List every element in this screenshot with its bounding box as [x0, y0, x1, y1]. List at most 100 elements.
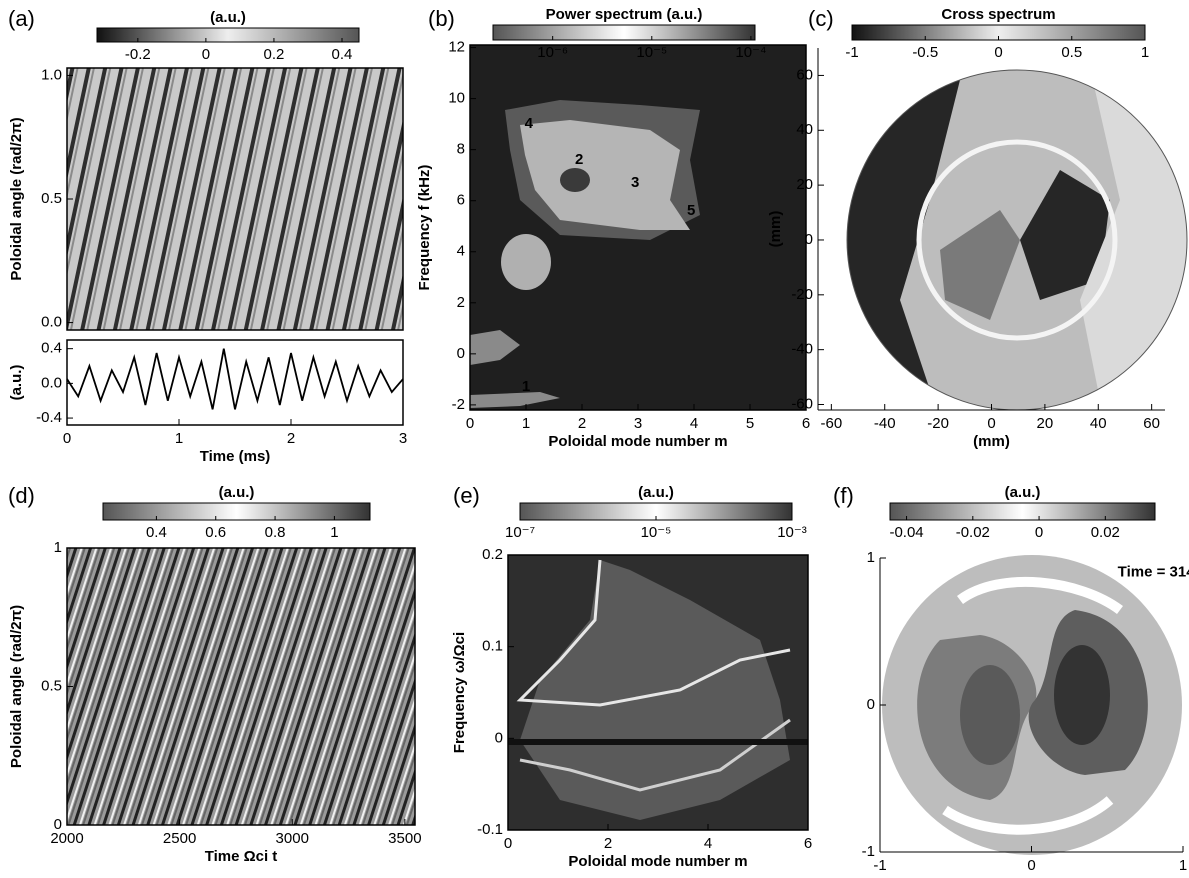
y-tick-label: 0: [867, 696, 875, 713]
colorbar-tick-label: 0.8: [265, 524, 286, 541]
y-tick-label: 20: [796, 176, 813, 193]
y-tick-label: -2: [452, 396, 465, 413]
colorbar-tick-label: 0.2: [264, 46, 285, 63]
colorbar-tick-label: -0.02: [956, 524, 990, 541]
y-tick-label: 1.0: [41, 66, 62, 83]
x-tick-label: 4: [704, 835, 712, 852]
colorbar-label: (a.u.): [638, 484, 674, 501]
colorbar-label: Cross spectrum: [941, 6, 1055, 23]
y-axis-label: Frequency ω/Ωci: [451, 632, 468, 753]
panel-label: (d): [8, 483, 35, 508]
x-tick-label: 40: [1090, 415, 1107, 432]
colorbar-tick-label: 1: [330, 524, 338, 541]
y-tick-label: 12: [448, 39, 465, 56]
y-tick-label: -0.4: [36, 409, 62, 426]
x-tick-label: 4: [690, 415, 698, 432]
colorbar-tick-label: 10⁻⁵: [641, 524, 672, 541]
colorbar-label: Power spectrum (a.u.): [546, 6, 703, 23]
annotation: 5: [687, 202, 695, 219]
x-axis-label: Time Ωci t: [205, 848, 278, 865]
ring: [916, 139, 1118, 341]
colorbar-tick-label: 10⁻⁴: [735, 44, 766, 61]
x-tick-label: 6: [804, 835, 812, 852]
x-axis-label: Time (ms): [200, 448, 271, 465]
panel-label: (b): [428, 6, 455, 31]
colorbar-tick-label: 10⁻³: [777, 524, 807, 541]
x-axis-label: Poloidal mode number m: [568, 853, 747, 870]
y-tick-label: 0.4: [41, 340, 62, 357]
streak: [519, 718, 791, 792]
colorbar: [102, 502, 371, 521]
blob: [501, 234, 551, 290]
x-tick-label: -20: [927, 415, 949, 432]
colorbar-label: (a.u.): [1005, 484, 1041, 501]
heatmap-e: [508, 555, 808, 830]
annotation: 4: [525, 115, 534, 132]
colorbar: [96, 27, 360, 43]
x-tick-label: 3500: [388, 830, 421, 847]
colorbar-label: (a.u.): [210, 9, 246, 26]
streak: [508, 739, 808, 745]
x-axis-label: Poloidal mode number m: [548, 433, 727, 450]
region: [1054, 645, 1110, 745]
x-tick-label: 0: [63, 430, 71, 447]
band: [957, 576, 1123, 615]
x-tick-label: 0: [987, 415, 995, 432]
annotation: 1: [522, 378, 530, 395]
blob: [470, 330, 560, 408]
heatmap-d: [67, 548, 415, 825]
colorbar-tick-label: 10⁻⁶: [537, 44, 568, 61]
colorbar-tick-label: -0.2: [125, 46, 151, 63]
x-tick-label: 3: [399, 430, 407, 447]
x-tick-label: 0: [466, 415, 474, 432]
y-axis-label: (a.u.): [8, 365, 25, 401]
y-tick-label: 10: [448, 90, 465, 107]
colorbar-tick-label: -0.04: [889, 524, 923, 541]
streak: [516, 559, 791, 707]
x-tick-label: 3: [634, 415, 642, 432]
y-tick-label: 0.1: [482, 638, 503, 655]
y-tick-label: 0: [457, 345, 465, 362]
panel-label: (c): [808, 6, 834, 31]
textures: [67, 24, 1188, 855]
x-tick-label: 60: [1143, 415, 1160, 432]
y-tick-label: 0.5: [41, 677, 62, 694]
y-tick-label: -20: [791, 286, 813, 303]
annotation: Time = 3140: [1118, 564, 1189, 581]
x-tick-label: 2500: [163, 830, 196, 847]
y-axis-label: Poloidal angle (rad/2π): [8, 117, 25, 280]
y-tick-label: -60: [791, 395, 813, 412]
y-tick-label: -0.1: [477, 821, 503, 838]
y-tick-label: -40: [791, 341, 813, 358]
colorbar-tick-label: 0.6: [205, 524, 226, 541]
colorbar-tick-label: 0.4: [146, 524, 167, 541]
x-tick-label: -40: [874, 415, 896, 432]
x-tick-label: 1: [175, 430, 183, 447]
panel-label: (a): [8, 6, 35, 31]
y-tick-label: 4: [457, 243, 465, 260]
x-tick-label: 1: [1179, 857, 1187, 874]
y-tick-label: 0: [805, 231, 813, 248]
x-tick-label: 2: [287, 430, 295, 447]
x-tick-label: 1: [522, 415, 530, 432]
colorbar-tick-label: -0.5: [912, 44, 938, 61]
colorbar-tick-label: 10⁻⁵: [636, 44, 667, 61]
colorbar-tick-label: 0.5: [1061, 44, 1082, 61]
y-tick-label: 2: [457, 294, 465, 311]
region: [1020, 170, 1110, 300]
y-tick-label: 1: [867, 549, 875, 566]
y-tick-label: 0.0: [41, 314, 62, 331]
y-tick-label: -1: [862, 843, 875, 860]
annotation: 3: [631, 174, 639, 191]
colorbar: [889, 502, 1156, 521]
blob: [520, 120, 690, 230]
panel-label: (f): [833, 483, 854, 508]
y-axis-label: Poloidal angle (rad/2π): [8, 605, 25, 768]
panel-label: (e): [453, 483, 480, 508]
y-tick-label: 1: [54, 539, 62, 556]
x-tick-label: 5: [746, 415, 754, 432]
region: [940, 210, 1020, 320]
y-tick-label: 0.0: [41, 374, 62, 391]
y-tick-label: 0: [54, 816, 62, 833]
